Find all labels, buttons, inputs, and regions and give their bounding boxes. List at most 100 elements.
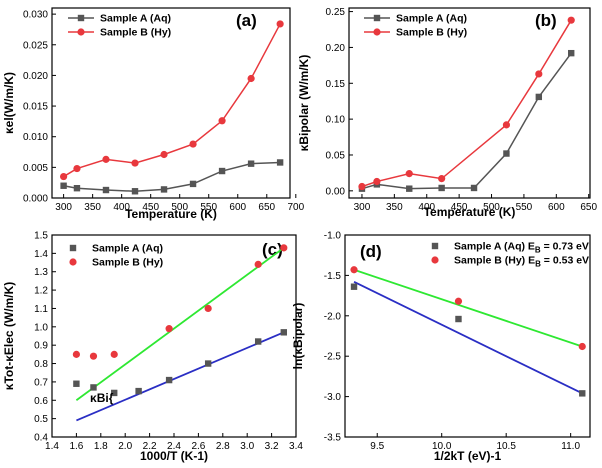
data-point: [406, 185, 413, 192]
legend-marker: [431, 256, 439, 264]
data-point: [535, 93, 543, 101]
panel-label: (a): [236, 11, 257, 30]
data-point: [73, 164, 81, 173]
y-tick-label: 1.4: [34, 249, 48, 260]
data-point: [247, 160, 255, 167]
legend-sub: B: [535, 260, 541, 269]
data-point: [503, 150, 510, 157]
legend-label: Sample B (Hy): [100, 27, 171, 39]
legend-marker: [69, 244, 77, 252]
data-point: [110, 350, 118, 358]
x-tick-label: 650: [580, 202, 597, 213]
data-point: [280, 329, 287, 336]
x-axis-title: Temperature (K): [125, 207, 217, 221]
legend-name: Sample B (Hy): [100, 27, 171, 39]
legend-name: Sample A (Aq) E: [454, 241, 535, 253]
x-tick-label: 550: [516, 202, 533, 213]
legend: Sample A (Aq) Sample B (Hy): [69, 243, 163, 269]
y-axis-title: κel(W/m/K): [2, 72, 16, 134]
y-tick-label: 0.000: [23, 194, 48, 205]
data-point: [131, 159, 139, 167]
data-point: [60, 182, 67, 189]
data-point: [160, 186, 168, 193]
data-point: [254, 260, 262, 268]
x-tick-label: 400: [418, 202, 435, 213]
data-point: [502, 121, 511, 129]
x-tick-label: 450: [142, 202, 159, 213]
x-tick-label: 500: [171, 202, 188, 213]
y-tick-label: 0.05: [326, 150, 346, 161]
legend-tail: = 0.73 eV: [541, 241, 589, 253]
data-point: [102, 186, 110, 194]
x-tick-label: 400: [113, 202, 130, 213]
data-point: [218, 167, 226, 175]
annotation: κBi{: [90, 391, 114, 405]
y-tick-label: -1.0: [324, 231, 342, 242]
panel-label: (d): [360, 242, 382, 261]
data-point: [90, 384, 97, 391]
y-tick-label: 0.25: [326, 7, 346, 18]
data-point: [131, 188, 139, 195]
data-point: [578, 342, 586, 351]
data-point: [189, 180, 197, 188]
y-axis-title: κBipolar (W/m/K): [297, 55, 311, 152]
legend-name: Sample A (Aq): [100, 13, 171, 25]
y-tick-label: 0.10: [326, 115, 346, 126]
data-point: [438, 175, 446, 183]
x-tick-label: 9.5: [370, 441, 384, 452]
x-tick-label: 10.5: [496, 441, 516, 452]
x-tick-label: 300: [55, 202, 72, 213]
panel-a: 300 350 400 450 500 550 600 650 700 0.000 0.005 0.0…: [2, 7, 305, 221]
data-point: [254, 338, 262, 345]
x-tick-label: 500: [483, 202, 500, 213]
x-axis-title: 1/2kT (eV)-1: [434, 449, 502, 463]
legend-marker: [77, 14, 85, 22]
data-point: [165, 325, 173, 333]
panel-label: (b): [535, 11, 557, 30]
data-point: [438, 184, 445, 192]
y-tick-label: 0.025: [23, 40, 48, 51]
x-tick-label: 2.2: [143, 441, 157, 452]
legend-name: Sample A (Aq): [92, 243, 163, 255]
fit-line-1: [75, 247, 285, 401]
series-line-0: [361, 52, 572, 190]
data-point: [350, 266, 358, 274]
y-tick-label: 1.2: [34, 286, 48, 297]
data-point: [568, 49, 575, 57]
x-tick-label: 3.4: [289, 441, 303, 452]
x-tick-label: 1.4: [45, 441, 59, 452]
x-tick-label: 1.6: [69, 441, 83, 452]
x-tick-label: 350: [386, 202, 403, 213]
y-tick-label: -3.5: [324, 433, 342, 444]
series-line-0: [63, 161, 281, 193]
panel-label: (c): [262, 240, 283, 259]
y-tick-label: 0.6: [34, 396, 48, 407]
legend-label: Sample A (Aq): [396, 13, 467, 25]
data-point: [60, 172, 68, 181]
data-point: [218, 117, 226, 125]
x-tick-label: 3.2: [265, 441, 279, 452]
legend-marker: [69, 258, 77, 266]
legend-marker: [77, 28, 85, 36]
x-tick-label: 2.6: [191, 441, 205, 452]
data-point: [73, 184, 81, 192]
legend-sub: B: [535, 246, 541, 255]
x-tick-label: 10.0: [432, 441, 452, 452]
x-tick-label: 650: [258, 202, 275, 213]
x-axis-title: 1000/T (K-1): [140, 449, 208, 463]
legend: Sample A (Aq) Sample B (Hy): [68, 13, 171, 39]
x-tick-label: 700: [287, 202, 304, 213]
y-tick-label: 1.1: [34, 304, 48, 315]
panel-c: 1.4 1.6 1.8 2.0 2.2 2.4 2.6 2.8 3.0 3.2 3.4 0.4 0.5 0…: [2, 231, 303, 464]
data-point: [535, 70, 543, 78]
x-tick-label: 600: [229, 202, 246, 213]
y-tick-label: 1.5: [34, 231, 48, 242]
legend-name: Sample B (Hy): [92, 257, 163, 269]
data-point: [204, 304, 212, 313]
plot-frame: [51, 7, 291, 199]
data-point: [102, 155, 110, 163]
x-tick-label: 1.8: [94, 441, 108, 452]
y-tick-label: -1.5: [324, 271, 342, 282]
panel-b: 300 350 400 450 500 550 600 650 0.00 0.05 0.10 0.15…: [297, 7, 597, 219]
